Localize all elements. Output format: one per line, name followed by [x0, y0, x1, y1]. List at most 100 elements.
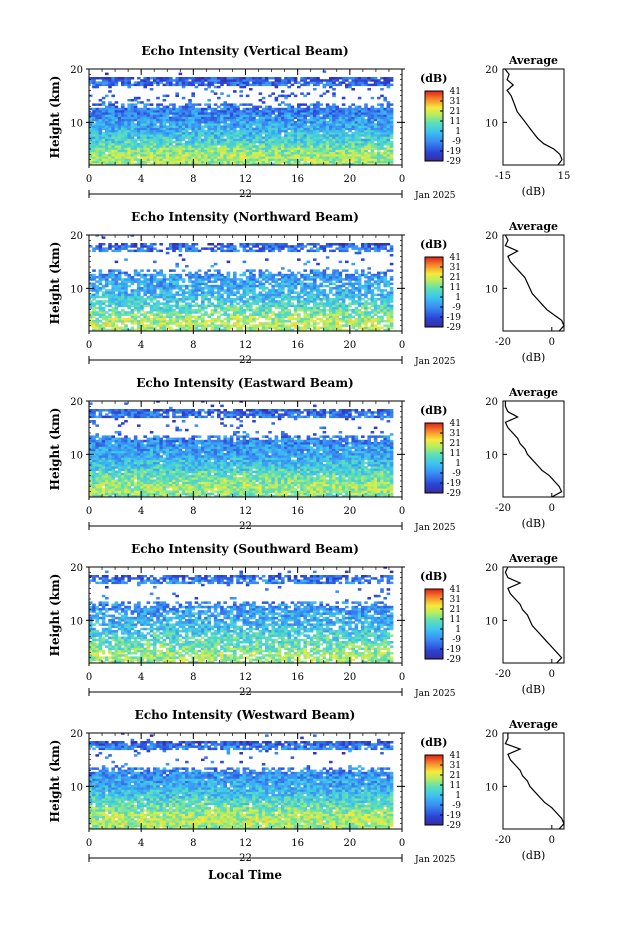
x-tick-label: 4 — [138, 838, 144, 849]
colorbar-tick-label: -19 — [447, 645, 462, 655]
x-tick-label: 0 — [86, 340, 92, 351]
y-tick-label: 20 — [70, 563, 83, 574]
panel-title: Echo Intensity (Southward Beam) — [131, 542, 359, 556]
colorbar-tick-label: 11 — [450, 117, 461, 127]
x-tick-label: 8 — [190, 838, 196, 849]
colorbar-tick-label: -29 — [447, 655, 462, 665]
average-y-tick-label: 10 — [485, 616, 498, 627]
x-tick-label: 8 — [190, 340, 196, 351]
average-profile-line — [504, 68, 563, 166]
colorbar-tick-label: -29 — [447, 489, 462, 499]
colorbar-tick-label: 31 — [450, 761, 461, 771]
x-tick-label: 0 — [86, 672, 92, 683]
x-tick-label: 0 — [86, 838, 92, 849]
date-label: Jan 2025 — [414, 689, 456, 699]
heatmap-field — [89, 235, 394, 331]
colorbar-tick-label: 21 — [450, 107, 461, 117]
average-y-tick-label: 10 — [485, 118, 498, 129]
average-y-tick-label: 20 — [485, 65, 498, 76]
day-label: 22 — [239, 189, 252, 200]
average-title: Average — [508, 718, 558, 731]
panel-3: Echo Intensity (Southward Beam)1020Heigh… — [48, 542, 565, 699]
panel-1: Echo Intensity (Northward Beam)1020Heigh… — [48, 210, 565, 367]
colorbar-tick-label: 11 — [450, 449, 461, 459]
average-x-tick-label: -20 — [495, 337, 511, 348]
day-label: 22 — [239, 853, 252, 864]
x-tick-label: 8 — [190, 174, 196, 185]
colorbar-tick-label: 41 — [450, 253, 461, 263]
average-frame — [502, 566, 565, 664]
average-y-tick-label: 20 — [485, 231, 498, 242]
day-label: 22 — [239, 687, 252, 698]
panel-4: Echo Intensity (Westward Beam)1020Height… — [48, 708, 565, 865]
average-x-tick-label: 0 — [549, 835, 555, 846]
average-x-tick-label: 0 — [549, 337, 555, 348]
y-tick-label: 10 — [70, 118, 83, 129]
y-axis-label: Height (km) — [48, 242, 62, 325]
colorbar-tick-label: 11 — [450, 781, 461, 791]
x-tick-label: 0 — [86, 506, 92, 517]
colorbar-tick-label: 1 — [455, 127, 461, 137]
y-tick-label: 20 — [70, 397, 83, 408]
y-tick-label: 10 — [70, 284, 83, 295]
panel-title: Echo Intensity (Eastward Beam) — [136, 376, 353, 390]
x-tick-label: 16 — [291, 174, 304, 185]
colorbar-tick-label: -19 — [447, 479, 462, 489]
colorbar-tick-label: 21 — [450, 273, 461, 283]
average-x-tick-label: -20 — [495, 835, 511, 846]
colorbar-tick-label: 31 — [450, 595, 461, 605]
x-tick-label: 20 — [343, 672, 356, 683]
average-profile-line — [504, 234, 565, 332]
panel-title: Echo Intensity (Vertical Beam) — [141, 44, 348, 58]
x-tick-label: 20 — [343, 340, 356, 351]
colorbar — [424, 422, 444, 494]
average-y-tick-label: 10 — [485, 782, 498, 793]
colorbar-tick-label: 31 — [450, 429, 461, 439]
x-tick-label: 20 — [343, 506, 356, 517]
x-tick-label: 20 — [343, 174, 356, 185]
average-profile-line — [504, 401, 563, 498]
date-label: Jan 2025 — [414, 523, 456, 533]
colorbar-unit: (dB) — [420, 238, 447, 251]
average-y-tick-label: 10 — [485, 284, 498, 295]
average-x-tick-label: -20 — [495, 503, 511, 514]
colorbar-tick-label: -9 — [452, 469, 461, 479]
average-frame — [502, 400, 565, 498]
colorbar-tick-label: 31 — [450, 97, 461, 107]
average-frame — [502, 234, 565, 332]
date-label: Jan 2025 — [414, 855, 456, 865]
colorbar-unit: (dB) — [420, 736, 447, 749]
x-tick-label: 12 — [239, 340, 252, 351]
colorbar-tick-label: 41 — [450, 87, 461, 97]
x-tick-label: 0 — [399, 506, 405, 517]
average-x-tick-label: -20 — [495, 669, 511, 680]
x-tick-label: 12 — [239, 838, 252, 849]
colorbar-tick-label: 1 — [455, 459, 461, 469]
average-x-label: (dB) — [522, 185, 546, 198]
average-title: Average — [508, 220, 558, 233]
day-label: 22 — [239, 355, 252, 366]
x-tick-label: 16 — [291, 672, 304, 683]
x-tick-label: 8 — [190, 672, 196, 683]
y-tick-label: 20 — [70, 65, 83, 76]
average-x-tick-label: -15 — [495, 171, 511, 182]
average-title: Average — [508, 552, 558, 565]
x-tick-label: 4 — [138, 174, 144, 185]
average-x-label: (dB) — [522, 683, 546, 696]
colorbar-tick-label: 31 — [450, 263, 461, 273]
y-tick-label: 20 — [70, 231, 83, 242]
average-x-label: (dB) — [522, 351, 546, 364]
y-axis-label: Height (km) — [48, 408, 62, 491]
colorbar-tick-label: 1 — [455, 293, 461, 303]
colorbar-unit: (dB) — [420, 72, 447, 85]
x-tick-label: 16 — [291, 838, 304, 849]
panel-title: Echo Intensity (Northward Beam) — [131, 210, 359, 224]
colorbar — [424, 754, 444, 826]
average-y-tick-label: 20 — [485, 729, 498, 740]
average-x-tick-label: 0 — [549, 669, 555, 680]
x-tick-label: 8 — [190, 506, 196, 517]
colorbar-tick-label: -19 — [447, 147, 462, 157]
x-tick-label: 4 — [138, 340, 144, 351]
x-tick-label: 0 — [399, 174, 405, 185]
heatmap-field — [89, 401, 394, 497]
